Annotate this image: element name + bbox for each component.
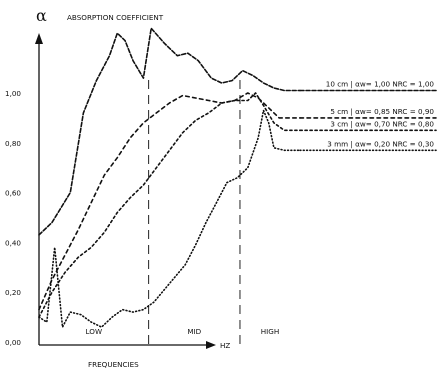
legend-entry-2: 5 cm | αw= 0,85 NRC = 0,90 [330,107,434,116]
x-axis-label: FREQUENCIES [88,360,139,369]
legend-entry-3: 3 cm | αw= 0,70 NRC = 0,80 [330,119,434,128]
x-axis-unit: HZ [220,341,230,350]
y-tick-label: 1,00 [5,89,21,98]
series-lines [38,27,301,328]
y-tick-label: 0,20 [5,288,21,297]
series-line-1 [38,27,301,236]
band-label-mid: MID [187,327,201,336]
frequency-bands: LOW MID HIGH [86,80,280,345]
series-line-3 [38,92,301,318]
y-tick-label: 0,80 [5,139,21,148]
y-tick-labels: 0,00 0,20 0,40 0,60 0,80 1,00 [5,89,21,347]
band-label-high: HIGH [261,327,280,336]
band-label-low: LOW [86,327,103,336]
chart-title: ABSORPTION COEFFICIENT [67,13,164,22]
legend-entry-1: 10 cm | αw= 1,00 NRC = 1,00 [326,80,435,89]
y-axis-arrow-icon [35,33,43,44]
legend: 10 cm | αw= 1,00 NRC = 1,00 5 cm | αw= 0,… [299,80,437,152]
x-axis-arrow-icon [206,341,216,349]
y-tick-label: 0,40 [5,238,21,247]
y-tick-label: 0,00 [5,338,21,347]
y-symbol: α [36,6,47,25]
legend-entry-4: 3 mm | αw= 0,20 NRC = 0,30 [327,139,434,148]
series-line-2 [38,92,301,311]
y-tick-label: 0,60 [5,189,21,198]
